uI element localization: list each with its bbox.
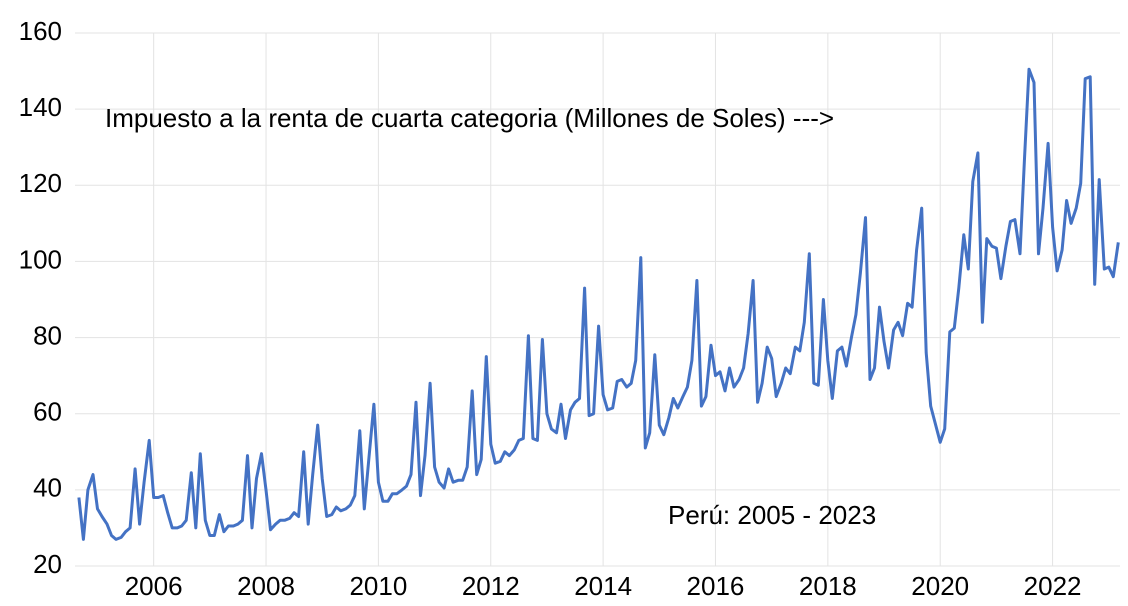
y-tick-label: 100 (19, 244, 62, 274)
x-tick-label: 2012 (462, 571, 520, 601)
data-line (77, 67, 1120, 541)
x-tick-label: 2018 (799, 571, 857, 601)
x-tick-label: 2006 (125, 571, 183, 601)
y-tick-label: 80 (33, 320, 62, 350)
annotation: Perú: 2005 - 2023 (668, 500, 876, 530)
annotation: Impuesto a la renta de cuarta categoria … (105, 103, 834, 133)
x-tick-label: 2008 (237, 571, 295, 601)
x-tick-label: 2010 (349, 571, 407, 601)
y-tick-label: 120 (19, 168, 62, 198)
x-tick-label: 2020 (911, 571, 969, 601)
y-tick-label: 60 (33, 397, 62, 427)
y-tick-label: 20 (33, 549, 62, 579)
y-tick-label: 40 (33, 473, 62, 503)
y-tick-label: 160 (19, 16, 62, 46)
y-tick-label: 140 (19, 92, 62, 122)
x-tick-label: 2016 (687, 571, 745, 601)
x-tick-label: 2014 (574, 571, 632, 601)
x-tick-label: 2022 (1024, 571, 1082, 601)
